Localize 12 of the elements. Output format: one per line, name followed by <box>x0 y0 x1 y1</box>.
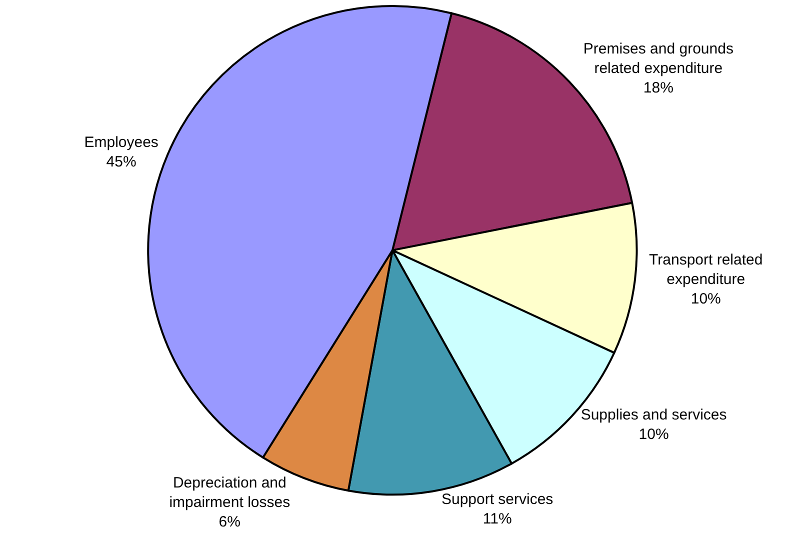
slice-label: Support services <box>441 490 554 508</box>
data-label: 45% <box>106 153 136 170</box>
slice-label: Transport related expenditure <box>649 252 763 288</box>
data-label: 10% <box>638 426 669 443</box>
data-label: 6% <box>218 513 240 530</box>
slice-label: Supplies and services <box>580 406 727 424</box>
slice-label: Premises and grounds related expenditure <box>583 40 734 78</box>
data-label: 10% <box>690 290 721 308</box>
data-label: 11% <box>482 510 512 528</box>
slice-label: Depreciation and impairment losses <box>169 474 290 511</box>
data-label: 18% <box>643 80 674 97</box>
slice-label: Employees <box>84 134 158 151</box>
